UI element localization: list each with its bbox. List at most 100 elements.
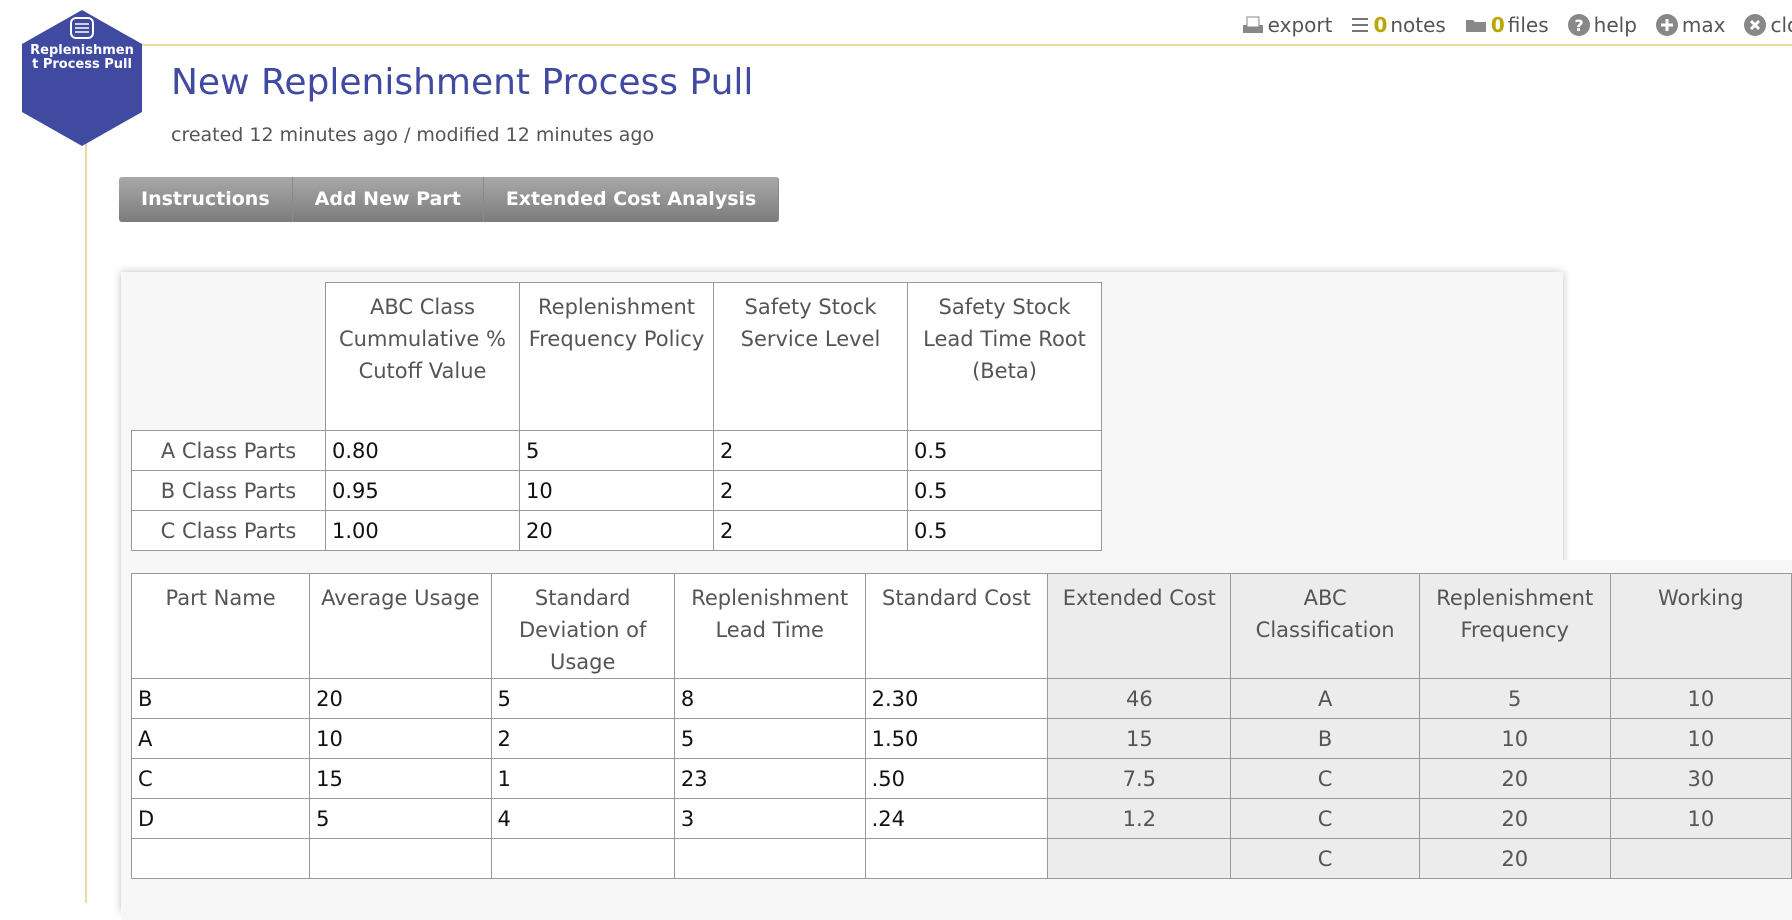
input-cell[interactable]: 0.80 (325, 430, 520, 471)
input-cell[interactable]: 2.30 (864, 678, 1049, 719)
label: notes (1390, 13, 1446, 37)
divider (86, 44, 1792, 46)
input-cell[interactable] (130, 838, 311, 879)
tab-button[interactable]: Add New Part (293, 177, 484, 222)
computed-cell: 30 (1609, 758, 1792, 799)
computed-cell: 20 (1418, 798, 1611, 839)
label: export (1267, 13, 1333, 37)
max-button[interactable]: max (1655, 13, 1726, 37)
svg-text:?: ? (1574, 16, 1583, 35)
input-cell[interactable]: 5 (519, 430, 714, 471)
column-header: ABC Class Cummulative % Cutoff Value (325, 282, 520, 431)
input-cell[interactable]: 10 (519, 470, 714, 511)
computed-cell: 10 (1418, 718, 1611, 759)
input-cell[interactable]: 4 (490, 798, 675, 839)
page-subtitle: created 12 minutes ago / modified 12 min… (171, 124, 655, 146)
input-cell[interactable]: 15 (309, 758, 492, 799)
files-button[interactable]: 0 files (1464, 13, 1549, 37)
icon (1744, 14, 1767, 36)
column-header: Replenishment Frequency Policy (519, 282, 714, 431)
column-header: ABC Classification (1230, 573, 1420, 679)
computed-cell: 7.5 (1047, 758, 1232, 799)
input-cell[interactable]: 5 (490, 678, 675, 719)
close-button[interactable]: close (1743, 13, 1792, 37)
input-cell[interactable]: 23 (673, 758, 866, 799)
input-cell[interactable]: 2 (713, 470, 908, 511)
input-cell[interactable]: 5 (673, 718, 866, 759)
notes-button[interactable]: 0 notes (1350, 13, 1446, 37)
input-cell[interactable]: B (130, 678, 311, 719)
column-header: Part Name (130, 573, 311, 679)
tab-button[interactable]: Extended Cost Analysis (484, 177, 780, 222)
computed-cell: 46 (1047, 678, 1232, 719)
computed-cell: 1.2 (1047, 798, 1232, 839)
input-cell[interactable] (673, 838, 866, 879)
computed-cell: A (1230, 678, 1420, 719)
label: help (1593, 13, 1637, 37)
column-header: Working (1609, 573, 1792, 679)
column-header: Standard Deviation of Usage (490, 573, 675, 679)
input-cell[interactable]: 20 (519, 510, 714, 551)
input-cell[interactable]: 1.00 (325, 510, 520, 551)
row-label: C Class Parts (131, 510, 326, 551)
table-row: A 10 2 5 1.50 15 B 10 10 (130, 718, 1792, 759)
computed-cell: 20 (1418, 838, 1611, 879)
button-bar: Instructions Add New Part Extended Cost An… (119, 177, 780, 222)
icon (1465, 20, 1486, 32)
computed-cell (1047, 838, 1232, 879)
computed-cell: 20 (1418, 758, 1611, 799)
input-cell[interactable]: 2 (713, 510, 908, 551)
computed-cell: C (1230, 838, 1420, 879)
icon (1352, 18, 1369, 32)
label: close (1770, 13, 1792, 37)
icon (1242, 16, 1263, 33)
count: 0 (1490, 13, 1505, 37)
row-label: B Class Parts (131, 470, 326, 511)
input-cell[interactable]: C (130, 758, 311, 799)
column-header: Replenishment Frequency (1418, 573, 1611, 679)
computed-cell: C (1230, 798, 1420, 839)
count: 0 (1373, 13, 1388, 37)
input-cell[interactable]: 2 (713, 430, 908, 471)
input-cell[interactable] (490, 838, 675, 879)
row-label: A Class Parts (131, 430, 326, 471)
help-button[interactable]: ? help (1567, 13, 1637, 37)
input-cell[interactable]: A (130, 718, 311, 759)
header-row: Part Name Average Usage Standard Deviation… (130, 573, 1792, 679)
input-cell[interactable]: 1.50 (864, 718, 1049, 759)
input-cell[interactable]: .50 (864, 758, 1049, 799)
column-header: Safety Stock Service Level (713, 282, 908, 431)
computed-cell: 10 (1609, 798, 1792, 839)
header-row: ABC Class Cummulative % Cutoff Value Repl… (132, 282, 1102, 431)
input-cell[interactable]: 2 (490, 718, 675, 759)
export-button[interactable]: export (1241, 13, 1333, 37)
label: max (1681, 13, 1726, 37)
computed-cell: 10 (1609, 718, 1792, 759)
input-cell[interactable]: 20 (309, 678, 492, 719)
input-cell[interactable]: 0.5 (907, 430, 1102, 471)
input-cell[interactable]: 10 (309, 718, 492, 759)
input-cell[interactable]: D (130, 798, 311, 839)
table-row: C 15 1 23.50 7.5 C 20 30 (130, 758, 1792, 799)
input-cell[interactable]: 3 (673, 798, 866, 839)
input-cell[interactable]: 0.95 (325, 470, 520, 511)
input-cell[interactable]: 1 (490, 758, 675, 799)
table-row: C 20 (130, 838, 1792, 879)
corner-cell (132, 283, 326, 431)
input-cell[interactable] (309, 838, 492, 879)
icon (1655, 14, 1678, 36)
input-cell[interactable]: 0.5 (907, 510, 1102, 551)
input-cell[interactable]: 5 (309, 798, 492, 839)
computed-cell (1609, 838, 1792, 879)
input-cell[interactable] (864, 838, 1049, 879)
input-cell[interactable]: 0.5 (907, 470, 1102, 511)
table-row: B 20 5 8 2.30 46 A 5 10 (130, 678, 1792, 719)
logo-label: Replenishment Process Pull (30, 44, 134, 72)
tab-button[interactable]: Instructions (119, 177, 293, 222)
logo: Replenishment Process Pull (22, 10, 142, 146)
input-cell[interactable]: 8 (673, 678, 866, 719)
column-header: Average Usage (309, 573, 492, 679)
input-cell[interactable]: .24 (864, 798, 1049, 839)
